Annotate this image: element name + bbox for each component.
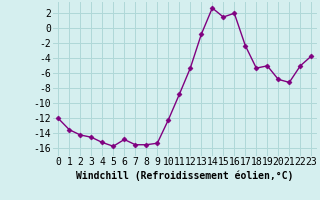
X-axis label: Windchill (Refroidissement éolien,°C): Windchill (Refroidissement éolien,°C) — [76, 170, 293, 181]
